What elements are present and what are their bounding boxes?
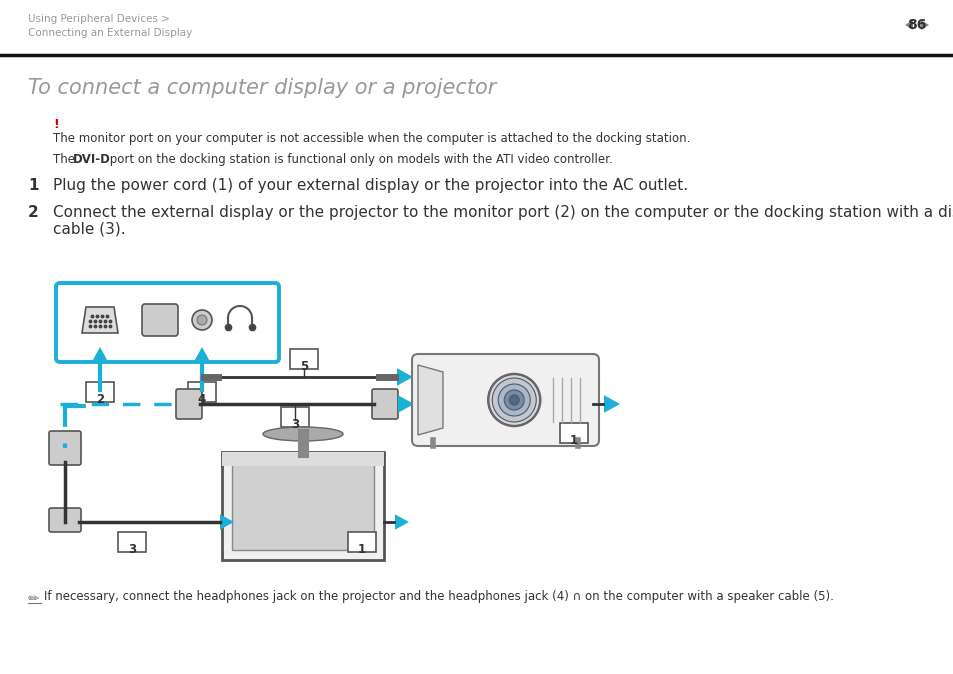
Bar: [188, 382, 215, 402]
Polygon shape: [220, 514, 233, 530]
Polygon shape: [194, 347, 209, 360]
Circle shape: [192, 310, 212, 330]
FancyBboxPatch shape: [142, 304, 178, 336]
Circle shape: [497, 384, 530, 416]
Bar: [348, 532, 375, 552]
Bar: [559, 423, 587, 443]
Circle shape: [196, 315, 207, 325]
Circle shape: [488, 374, 539, 426]
Text: To connect a computer display or a projector: To connect a computer display or a proje…: [28, 78, 496, 98]
Polygon shape: [395, 514, 409, 530]
Polygon shape: [397, 395, 414, 412]
FancyBboxPatch shape: [412, 354, 598, 446]
Text: 1: 1: [28, 178, 38, 193]
Text: 2: 2: [28, 205, 39, 220]
Polygon shape: [417, 365, 442, 435]
Text: 1: 1: [357, 543, 366, 556]
Text: Connect the external display or the projector to the monitor port (2) on the com: Connect the external display or the proj…: [53, 205, 953, 220]
Polygon shape: [82, 307, 118, 333]
Text: 5: 5: [299, 360, 308, 373]
Text: 3: 3: [128, 543, 136, 556]
Bar: [222, 452, 384, 560]
Text: DVI-D: DVI-D: [73, 153, 111, 166]
Ellipse shape: [263, 427, 343, 441]
FancyBboxPatch shape: [49, 431, 81, 465]
Bar: [281, 407, 309, 427]
Text: The monitor port on your computer is not accessible when the computer is attache: The monitor port on your computer is not…: [53, 132, 690, 145]
Text: port on the docking station is functional only on models with the ATI video cont: port on the docking station is functiona…: [106, 153, 612, 166]
Circle shape: [509, 395, 518, 405]
Circle shape: [492, 378, 536, 422]
Bar: [290, 349, 317, 369]
Bar: [232, 464, 374, 550]
FancyBboxPatch shape: [372, 389, 397, 419]
Bar: [222, 452, 384, 466]
Text: !: !: [53, 118, 59, 131]
Text: 2: 2: [96, 393, 104, 406]
Text: Connecting an External Display: Connecting an External Display: [28, 28, 193, 38]
Text: ✏: ✏: [28, 592, 40, 606]
Text: 3: 3: [291, 418, 298, 431]
Text: If necessary, connect the headphones jack on the projector and the headphones ja: If necessary, connect the headphones jac…: [44, 590, 833, 603]
Text: 4: 4: [197, 393, 206, 406]
Text: Using Peripheral Devices >: Using Peripheral Devices >: [28, 14, 170, 24]
Polygon shape: [603, 395, 619, 412]
Text: Plug the power cord (1) of your external display or the projector into the AC ou: Plug the power cord (1) of your external…: [53, 178, 687, 193]
FancyBboxPatch shape: [175, 389, 202, 419]
FancyBboxPatch shape: [49, 508, 81, 532]
Text: The: The: [53, 153, 79, 166]
Circle shape: [504, 390, 524, 410]
Bar: [86, 382, 113, 402]
Polygon shape: [904, 20, 912, 30]
Text: 86: 86: [906, 18, 925, 32]
Polygon shape: [920, 20, 928, 30]
Polygon shape: [396, 368, 413, 386]
FancyBboxPatch shape: [56, 283, 278, 362]
Polygon shape: [92, 347, 107, 360]
Text: 1: 1: [569, 434, 578, 447]
Bar: [118, 532, 146, 552]
Text: cable (3).: cable (3).: [53, 222, 126, 237]
